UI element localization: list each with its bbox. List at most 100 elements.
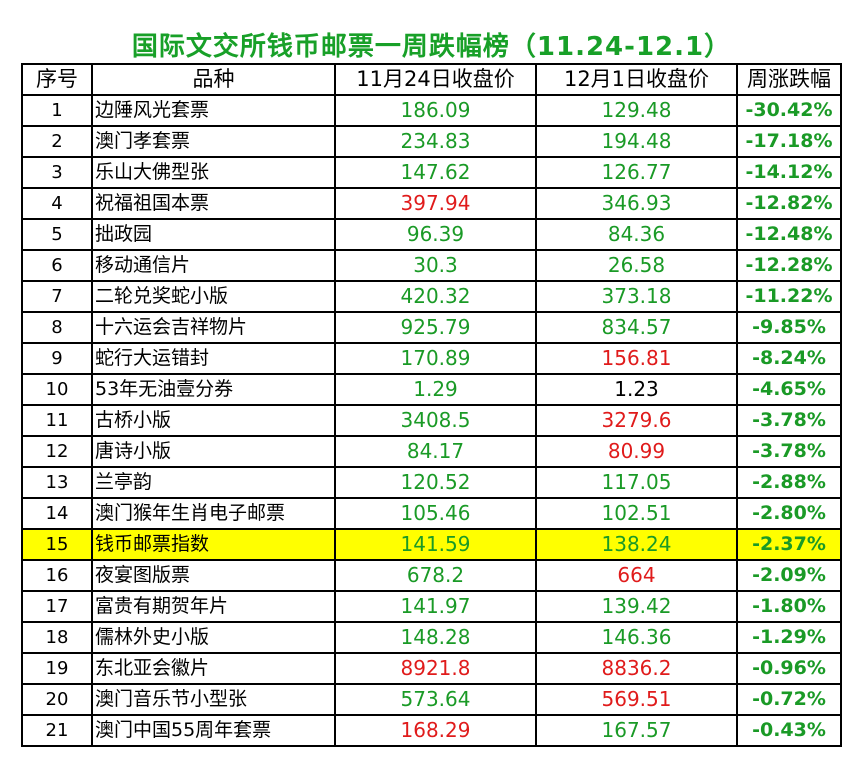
title-row: 国际文交所钱币邮票一周跌幅榜（11.24-12.1）: [21, 30, 842, 65]
row-close-nov24: 186.09: [334, 94, 537, 127]
row-close-dec1: 156.81: [535, 342, 738, 375]
row-index: 1: [21, 94, 93, 127]
header-weekly-change: 周涨跌幅: [736, 63, 842, 96]
row-variety: 澳门音乐节小型张: [91, 683, 336, 716]
table-row: 2 澳门孝套票 234.83 194.48 -17.18%: [21, 125, 842, 158]
table-row: 14 澳门猴年生肖电子邮票 105.46 102.51 -2.80%: [21, 497, 842, 530]
table-row-highlighted: 15 钱币邮票指数 141.59 138.24 -2.37%: [21, 528, 842, 561]
row-index: 5: [21, 218, 93, 251]
row-index: 17: [21, 590, 93, 623]
row-close-dec1: 146.36: [535, 621, 738, 654]
table-row: 20 澳门音乐节小型张 573.64 569.51 -0.72%: [21, 683, 842, 716]
row-close-dec1: 84.36: [535, 218, 738, 251]
row-variety: 二轮兑奖蛇小版: [91, 280, 336, 313]
row-close-nov24: 30.3: [334, 249, 537, 282]
row-close-nov24: 141.97: [334, 590, 537, 623]
row-weekly-change: -12.48%: [736, 218, 842, 251]
row-close-dec1: 834.57: [535, 311, 738, 344]
row-close-dec1: 126.77: [535, 156, 738, 189]
row-index: 2: [21, 125, 93, 158]
table-row: 18 儒林外史小版 148.28 146.36 -1.29%: [21, 621, 842, 654]
row-close-nov24: 8921.8: [334, 652, 537, 685]
header-close-dec1: 12月1日收盘价: [535, 63, 738, 96]
row-weekly-change: -11.22%: [736, 280, 842, 313]
row-variety: 边陲风光套票: [91, 94, 336, 127]
row-close-nov24: 84.17: [334, 435, 537, 468]
row-variety: 澳门中国55周年套票: [91, 714, 336, 747]
row-weekly-change: -30.42%: [736, 94, 842, 127]
row-weekly-change: -0.96%: [736, 652, 842, 685]
row-variety: 澳门孝套票: [91, 125, 336, 158]
row-weekly-change: -0.72%: [736, 683, 842, 716]
row-variety: 富贵有期贺年片: [91, 590, 336, 623]
row-close-nov24: 397.94: [334, 187, 537, 220]
row-weekly-change: -2.09%: [736, 559, 842, 592]
row-variety: 蛇行大运错封: [91, 342, 336, 375]
row-close-dec1: 1.23: [535, 373, 738, 406]
row-index: 19: [21, 652, 93, 685]
row-close-nov24: 3408.5: [334, 404, 537, 437]
row-index: 16: [21, 559, 93, 592]
row-variety: 祝福祖国本票: [91, 187, 336, 220]
row-variety: 兰亭韵: [91, 466, 336, 499]
row-variety: 唐诗小版: [91, 435, 336, 468]
row-close-dec1: 8836.2: [535, 652, 738, 685]
row-index: 20: [21, 683, 93, 716]
table-row: 19 东北亚会徽片 8921.8 8836.2 -0.96%: [21, 652, 842, 685]
row-close-dec1: 102.51: [535, 497, 738, 530]
row-close-nov24: 120.52: [334, 466, 537, 499]
row-close-nov24: 678.2: [334, 559, 537, 592]
row-index: 11: [21, 404, 93, 437]
row-close-dec1: 373.18: [535, 280, 738, 313]
row-index: 13: [21, 466, 93, 499]
table-row: 8 十六运会吉祥物片 925.79 834.57 -9.85%: [21, 311, 842, 344]
row-variety: 拙政园: [91, 218, 336, 251]
row-variety: 移动通信片: [91, 249, 336, 282]
decline-ranking-table: 国际文交所钱币邮票一周跌幅榜（11.24-12.1） 序号 品种 11月24日收…: [21, 30, 842, 747]
row-close-dec1: 138.24: [535, 528, 738, 561]
row-close-dec1: 139.42: [535, 590, 738, 623]
row-close-nov24: 234.83: [334, 125, 537, 158]
row-close-nov24: 925.79: [334, 311, 537, 344]
row-index: 8: [21, 311, 93, 344]
table-row: 5 拙政园 96.39 84.36 -12.48%: [21, 218, 842, 251]
row-variety: 夜宴图版票: [91, 559, 336, 592]
row-variety: 乐山大佛型张: [91, 156, 336, 189]
table-row: 4 祝福祖国本票 397.94 346.93 -12.82%: [21, 187, 842, 220]
table-title: 国际文交所钱币邮票一周跌幅榜（11.24-12.1）: [21, 30, 842, 65]
row-close-nov24: 96.39: [334, 218, 537, 251]
table-row: 12 唐诗小版 84.17 80.99 -3.78%: [21, 435, 842, 468]
row-variety: 儒林外史小版: [91, 621, 336, 654]
row-index: 7: [21, 280, 93, 313]
row-close-dec1: 194.48: [535, 125, 738, 158]
row-close-nov24: 573.64: [334, 683, 537, 716]
row-weekly-change: -2.80%: [736, 497, 842, 530]
row-close-dec1: 80.99: [535, 435, 738, 468]
row-index: 12: [21, 435, 93, 468]
row-variety: 澳门猴年生肖电子邮票: [91, 497, 336, 530]
row-weekly-change: -14.12%: [736, 156, 842, 189]
row-weekly-change: -12.82%: [736, 187, 842, 220]
table-row: 10 53年无油壹分券 1.29 1.23 -4.65%: [21, 373, 842, 406]
row-weekly-change: -2.37%: [736, 528, 842, 561]
row-weekly-change: -1.29%: [736, 621, 842, 654]
row-close-nov24: 148.28: [334, 621, 537, 654]
row-close-dec1: 569.51: [535, 683, 738, 716]
row-weekly-change: -8.24%: [736, 342, 842, 375]
header-variety: 品种: [91, 63, 336, 96]
row-index: 14: [21, 497, 93, 530]
row-index: 18: [21, 621, 93, 654]
row-close-dec1: 167.57: [535, 714, 738, 747]
row-weekly-change: -1.80%: [736, 590, 842, 623]
header-row: 序号 品种 11月24日收盘价 12月1日收盘价 周涨跌幅: [21, 63, 842, 96]
row-close-dec1: 346.93: [535, 187, 738, 220]
row-close-nov24: 168.29: [334, 714, 537, 747]
row-close-dec1: 664: [535, 559, 738, 592]
row-index: 10: [21, 373, 93, 406]
row-close-nov24: 420.32: [334, 280, 537, 313]
row-close-dec1: 129.48: [535, 94, 738, 127]
row-weekly-change: -17.18%: [736, 125, 842, 158]
table-row: 21 澳门中国55周年套票 168.29 167.57 -0.43%: [21, 714, 842, 747]
row-variety: 十六运会吉祥物片: [91, 311, 336, 344]
header-index: 序号: [21, 63, 93, 96]
